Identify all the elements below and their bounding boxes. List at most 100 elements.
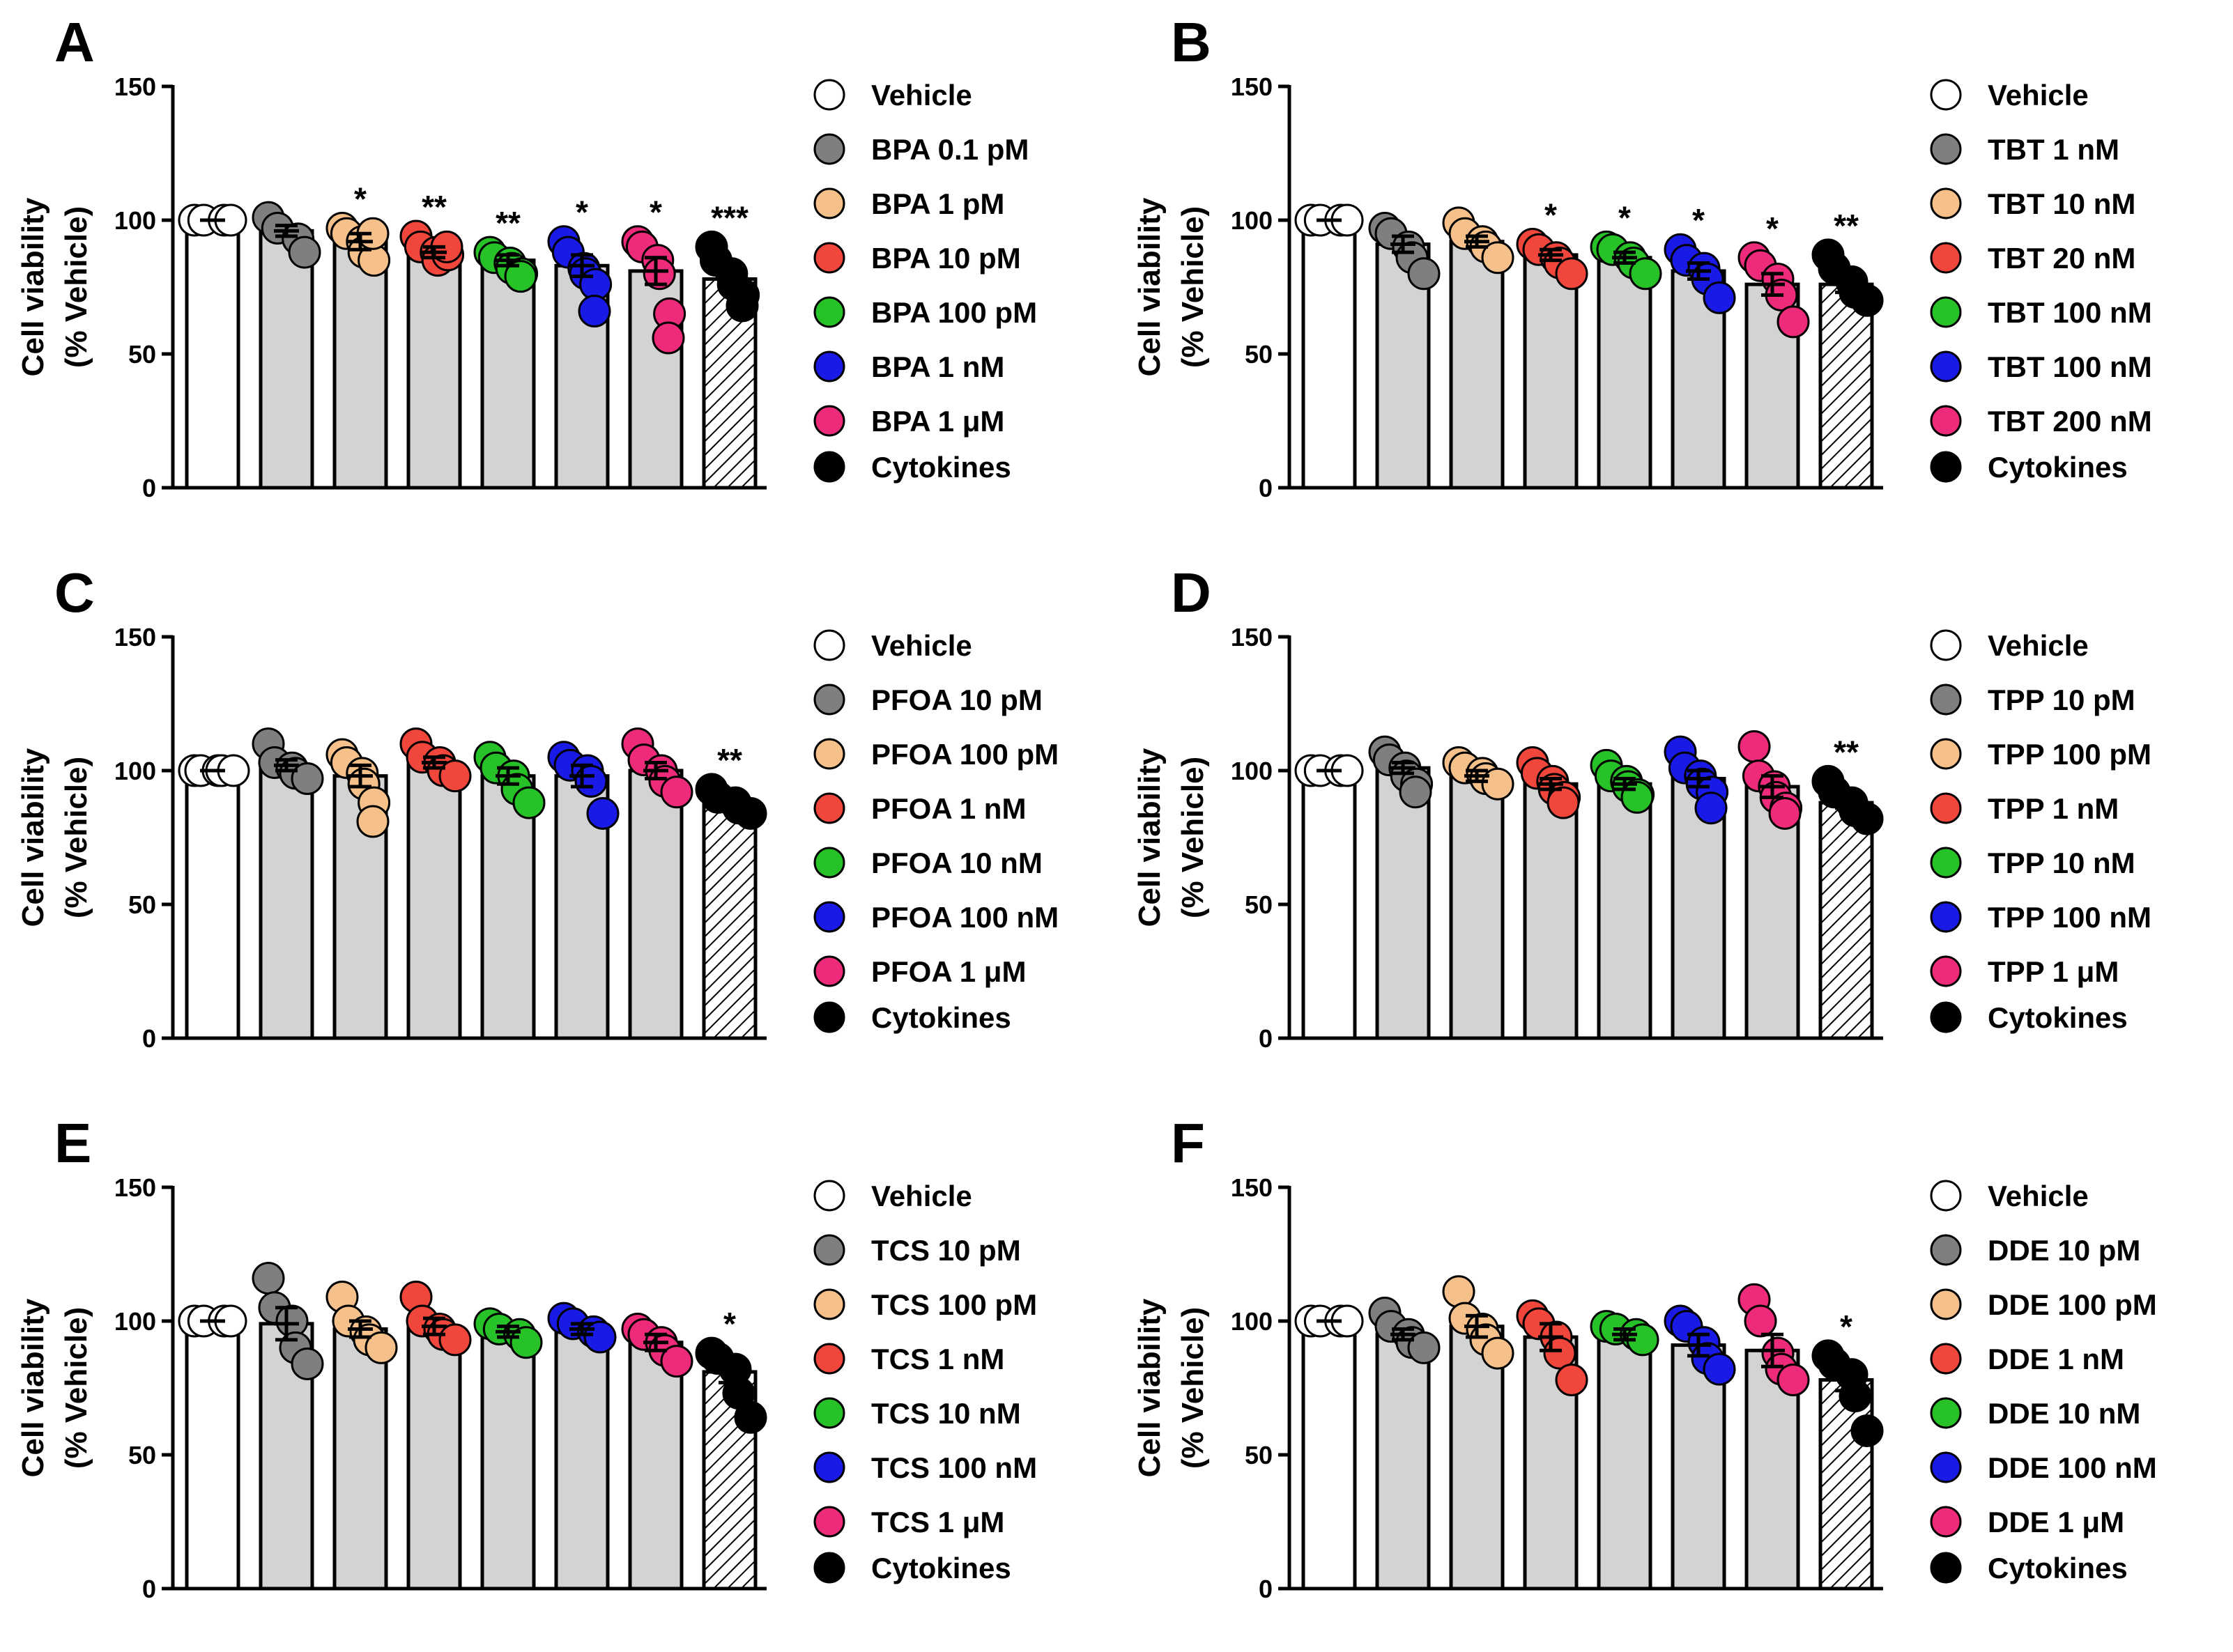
bar	[332, 240, 388, 490]
y-tick-label: 0	[1259, 1024, 1273, 1053]
legend-marker	[1930, 296, 1962, 328]
legend-label: Vehicle	[1988, 79, 2089, 111]
legend-marker	[813, 451, 845, 483]
significance-label: *	[1766, 210, 1779, 247]
legend-label: DDE 10 pM	[1988, 1234, 2140, 1267]
legend-label: TPP 100 pM	[1988, 738, 2151, 771]
legend-marker	[813, 847, 845, 879]
legend-marker	[1930, 1288, 1962, 1320]
legend-marker	[813, 738, 845, 770]
data-point	[1737, 729, 1771, 763]
data-point	[652, 321, 685, 355]
bar	[1301, 218, 1357, 490]
legend-marker	[1930, 1451, 1962, 1483]
y-tick-label: 50	[1245, 1441, 1273, 1469]
legend-label: PFOA 10 pM	[871, 684, 1043, 716]
panel-e-svg: E Cell viability (% Vehicle) 0 50 100 150 * Vehi…	[16, 1112, 1037, 1603]
legend-label: Cytokines	[1988, 1001, 2128, 1034]
panel-c: C Cell viability (% Vehicle) 0 50 100 150 ** Veh…	[0, 550, 1116, 1101]
data-point	[438, 759, 472, 793]
legend-marker	[1930, 684, 1962, 716]
y-axis-label-units: (% Vehicle)	[1176, 757, 1210, 918]
bar	[1818, 1377, 1874, 1591]
y-axis-label: Cell viability	[1133, 1298, 1167, 1477]
y-axis-label-units: (% Vehicle)	[59, 206, 93, 368]
legend-label: DDE 100 nM	[1988, 1451, 2157, 1484]
bar	[554, 1327, 610, 1591]
bar	[628, 769, 684, 1040]
data-point	[1850, 802, 1884, 835]
panel-b: B Cell viability (% Vehicle) 0 50 100 150 * * * * *…	[1116, 0, 2233, 550]
data-point	[1407, 257, 1441, 291]
legend-marker	[1930, 1397, 1962, 1429]
data-point	[578, 295, 611, 328]
legend-marker	[813, 684, 845, 716]
legend-marker	[1930, 1001, 1962, 1033]
legend-label: TBT 200 nM	[1988, 405, 2152, 438]
legend-marker	[1930, 629, 1962, 661]
data-point	[1442, 1275, 1475, 1309]
data-point	[1620, 780, 1654, 814]
legend-label: TBT 1 nM	[1988, 133, 2119, 166]
bar	[1523, 253, 1579, 490]
data-point	[512, 786, 546, 819]
legend-marker	[1930, 133, 1962, 165]
data-point	[583, 1320, 617, 1354]
legend-marker	[813, 296, 845, 328]
y-tick-label: 150	[114, 72, 156, 101]
legend-label: TCS 100 pM	[871, 1288, 1037, 1321]
legend-marker	[813, 187, 845, 219]
bar	[480, 258, 536, 490]
bar	[259, 229, 314, 490]
legend-label: PFOA 100 pM	[871, 738, 1059, 771]
legend-label: BPA 1 μM	[871, 405, 1004, 438]
y-tick-label: 150	[1231, 72, 1273, 101]
legend-marker	[1930, 955, 1962, 987]
y-axis-label-units: (% Vehicle)	[59, 757, 93, 918]
legend-label: PFOA 1 nM	[871, 792, 1026, 825]
legend-marker	[813, 1397, 845, 1429]
legend-label: BPA 10 pM	[871, 242, 1021, 275]
legend-marker	[1930, 847, 1962, 879]
data-point	[1703, 281, 1736, 314]
legend-marker	[1930, 1552, 1962, 1584]
y-tick-label: 0	[142, 474, 156, 502]
data-point	[1744, 1304, 1777, 1338]
y-tick-label: 50	[128, 890, 156, 919]
legend-marker	[1930, 451, 1962, 483]
significance-label: *	[354, 181, 367, 217]
legend-marker	[813, 242, 845, 274]
legend-marker	[813, 405, 845, 437]
significance-label: *	[650, 194, 662, 231]
legend-label: Vehicle	[871, 629, 972, 662]
data-point	[734, 1400, 767, 1434]
legend-label: Cytokines	[871, 1001, 1011, 1034]
legend-marker	[1930, 792, 1962, 824]
legend-label: TBT 20 nM	[1988, 242, 2135, 275]
data-point	[726, 289, 759, 323]
panel-letter: F	[1171, 1112, 1205, 1174]
legend-label: TPP 1 μM	[1988, 955, 2119, 988]
y-axis-label-units: (% Vehicle)	[1176, 206, 1210, 368]
legend-label: PFOA 1 μM	[871, 955, 1027, 988]
legend-label: DDE 1 μM	[1988, 1506, 2124, 1538]
legend-marker	[1930, 187, 1962, 219]
y-axis-label: Cell viability	[16, 197, 50, 376]
panel-c-svg: C Cell viability (% Vehicle) 0 50 100 150 ** Veh…	[16, 562, 1059, 1053]
data-point	[1481, 1336, 1514, 1370]
data-point	[1768, 796, 1802, 830]
bar	[1375, 766, 1431, 1040]
bar	[1597, 1332, 1652, 1591]
data-point	[660, 1345, 693, 1378]
data-point	[1850, 284, 1884, 317]
bar	[1375, 1332, 1431, 1591]
legend-label: PFOA 100 nM	[871, 901, 1059, 934]
data-point	[1399, 775, 1432, 809]
data-point	[1703, 1352, 1736, 1386]
legend-label: TCS 100 nM	[871, 1451, 1037, 1484]
y-tick-label: 0	[1259, 1575, 1273, 1603]
panel-d-svg: D Cell viability (% Vehicle) 0 50 100 150 ** Veh…	[1133, 562, 2151, 1053]
legend-label: BPA 0.1 pM	[871, 133, 1029, 166]
y-tick-label: 150	[114, 1173, 156, 1202]
